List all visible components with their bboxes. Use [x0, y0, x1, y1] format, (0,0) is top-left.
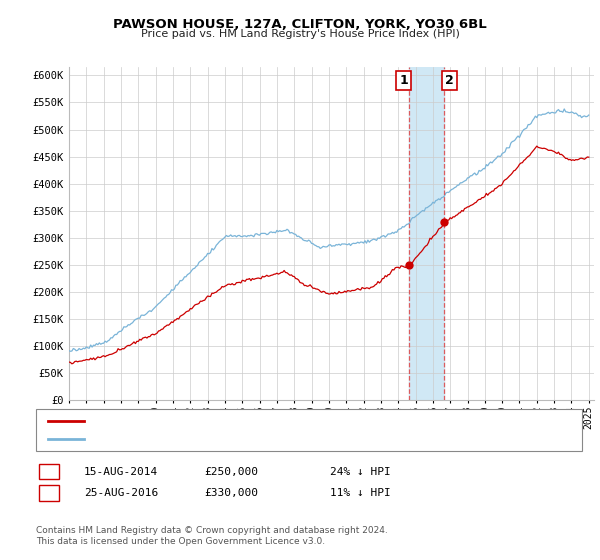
Text: HPI: Average price, detached house, York: HPI: Average price, detached house, York [90, 434, 305, 444]
Text: £330,000: £330,000 [204, 488, 258, 498]
Text: 1: 1 [45, 466, 53, 477]
Text: Price paid vs. HM Land Registry's House Price Index (HPI): Price paid vs. HM Land Registry's House … [140, 29, 460, 39]
Text: 11% ↓ HPI: 11% ↓ HPI [330, 488, 391, 498]
Text: PAWSON HOUSE, 127A, CLIFTON, YORK, YO30 6BL: PAWSON HOUSE, 127A, CLIFTON, YORK, YO30 … [113, 18, 487, 31]
Text: PAWSON HOUSE, 127A, CLIFTON, YORK, YO30 6BL (detached house): PAWSON HOUSE, 127A, CLIFTON, YORK, YO30 … [90, 416, 445, 426]
Text: 25-AUG-2016: 25-AUG-2016 [84, 488, 158, 498]
Text: 24% ↓ HPI: 24% ↓ HPI [330, 466, 391, 477]
Bar [409, 67, 444, 400]
Text: 15-AUG-2014: 15-AUG-2014 [84, 466, 158, 477]
Text: 2: 2 [45, 488, 53, 498]
Text: 2: 2 [445, 74, 454, 87]
Text: £250,000: £250,000 [204, 466, 258, 477]
Text: Contains HM Land Registry data © Crown copyright and database right 2024.
This d: Contains HM Land Registry data © Crown c… [36, 526, 388, 546]
Text: 1: 1 [400, 74, 408, 87]
